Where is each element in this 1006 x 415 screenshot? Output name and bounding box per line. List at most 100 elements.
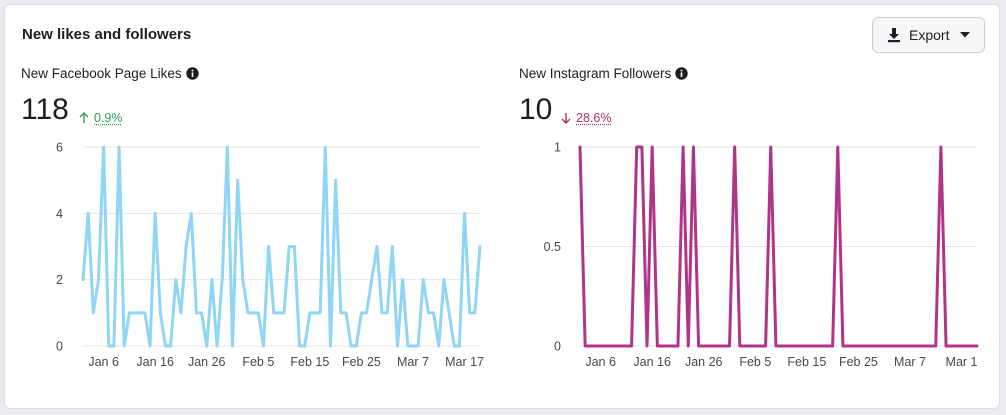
instagram-followers-data-point[interactable] — [655, 344, 660, 349]
instagram-followers-data-point[interactable] — [938, 145, 943, 150]
instagram-followers-data-point[interactable] — [907, 344, 912, 349]
instagram-followers-data-point[interactable] — [645, 344, 650, 349]
instagram-followers-data-point[interactable] — [603, 344, 608, 349]
instagram-followers-data-point[interactable] — [835, 145, 840, 150]
instagram-followers-data-point[interactable] — [954, 344, 959, 349]
instagram-followers-data-point[interactable] — [851, 344, 856, 349]
info-icon[interactable] — [185, 67, 199, 80]
instagram-followers-data-point[interactable] — [794, 344, 799, 349]
instagram-followers-data-point[interactable] — [975, 344, 980, 349]
instagram-followers-data-point[interactable] — [742, 344, 747, 349]
instagram-followers-data-point[interactable] — [866, 344, 871, 349]
instagram-followers-data-point[interactable] — [768, 145, 773, 150]
instagram-followers-data-point[interactable] — [773, 344, 778, 349]
facebook-likes-x-tick-label: Jan 16 — [136, 355, 174, 369]
arrow-down-icon — [561, 112, 571, 124]
instagram-followers-x-tick-label: Jan 6 — [585, 355, 616, 369]
instagram-followers-data-point[interactable] — [717, 344, 722, 349]
instagram-followers-data-point[interactable] — [830, 344, 835, 349]
facebook-likes-y-tick-label: 0 — [56, 340, 63, 354]
instagram-followers-data-point[interactable] — [748, 344, 753, 349]
instagram-followers-data-point[interactable] — [856, 344, 861, 349]
instagram-followers-data-point[interactable] — [593, 344, 598, 349]
instagram-followers-data-point[interactable] — [804, 344, 809, 349]
instagram-followers-data-point[interactable] — [789, 344, 794, 349]
instagram-followers-data-point[interactable] — [882, 344, 887, 349]
instagram-followers-data-point[interactable] — [846, 344, 851, 349]
facebook-likes-delta[interactable]: 0.9% — [79, 111, 123, 125]
instagram-followers-data-point[interactable] — [686, 344, 691, 349]
instagram-followers-series-line[interactable] — [578, 145, 979, 348]
likes-followers-card: New likes and followers Export New Faceb… — [4, 4, 1000, 409]
instagram-followers-data-point[interactable] — [923, 344, 928, 349]
instagram-followers-data-point[interactable] — [815, 344, 820, 349]
arrow-up-icon — [79, 112, 89, 124]
instagram-followers-data-point[interactable] — [758, 344, 763, 349]
instagram-followers-x-tick-label: Feb 25 — [839, 355, 878, 369]
info-icon[interactable] — [675, 67, 688, 80]
instagram-followers-data-point[interactable] — [897, 344, 902, 349]
instagram-followers-data-point[interactable] — [691, 145, 696, 150]
instagram-followers-data-point[interactable] — [727, 344, 732, 349]
card-title: New likes and followers — [22, 26, 192, 43]
instagram-followers-data-point[interactable] — [670, 344, 675, 349]
instagram-followers-data-point[interactable] — [887, 344, 892, 349]
instagram-followers-data-point[interactable] — [892, 344, 897, 349]
instagram-followers-data-point[interactable] — [598, 344, 603, 349]
instagram-followers-chart: 0 0.5 1 Jan 6 Jan 16 Jan 26 Feb 5 Feb 15 Feb 25 M… — [544, 141, 980, 369]
instagram-followers-data-point[interactable] — [722, 344, 727, 349]
instagram-followers-x-tick-label: Feb 5 — [739, 355, 771, 369]
instagram-followers-data-point[interactable] — [706, 344, 711, 349]
facebook-likes-series-line[interactable] — [81, 145, 482, 348]
instagram-followers-data-point[interactable] — [634, 145, 639, 150]
instagram-followers-data-point[interactable] — [696, 344, 701, 349]
instagram-followers-data-point[interactable] — [650, 145, 655, 150]
instagram-followers-data-point[interactable] — [660, 344, 665, 349]
instagram-followers-data-point[interactable] — [737, 344, 742, 349]
instagram-followers-data-point[interactable] — [753, 344, 758, 349]
instagram-followers-data-point[interactable] — [681, 145, 686, 150]
instagram-followers-data-point[interactable] — [701, 344, 706, 349]
instagram-followers-x-tick-label: Jan 26 — [685, 355, 723, 369]
instagram-followers-data-point[interactable] — [959, 344, 964, 349]
instagram-followers-data-point[interactable] — [588, 344, 593, 349]
instagram-followers-data-point[interactable] — [675, 344, 680, 349]
instagram-followers-title: New Instagram Followers — [519, 66, 688, 81]
instagram-followers-data-point[interactable] — [629, 344, 634, 349]
instagram-followers-data-point[interactable] — [913, 344, 918, 349]
facebook-likes-total: 118 — [21, 93, 69, 126]
instagram-followers-data-point[interactable] — [825, 344, 830, 349]
instagram-followers-data-point[interactable] — [902, 344, 907, 349]
instagram-followers-data-point[interactable] — [799, 344, 804, 349]
instagram-followers-data-point[interactable] — [583, 344, 588, 349]
instagram-followers-data-point[interactable] — [608, 344, 613, 349]
facebook-likes-x-tick-label: Mar 7 — [397, 355, 429, 369]
instagram-followers-data-point[interactable] — [933, 344, 938, 349]
instagram-followers-data-point[interactable] — [871, 344, 876, 349]
instagram-followers-data-point[interactable] — [840, 344, 845, 349]
instagram-followers-delta-value: 28.6% — [576, 111, 612, 125]
instagram-followers-data-point[interactable] — [763, 344, 768, 349]
instagram-followers-data-point[interactable] — [969, 344, 974, 349]
instagram-followers-delta[interactable]: 28.6% — [561, 111, 611, 125]
instagram-followers-data-point[interactable] — [820, 344, 825, 349]
instagram-followers-data-point[interactable] — [578, 145, 583, 150]
instagram-followers-data-point[interactable] — [944, 344, 949, 349]
instagram-followers-data-point[interactable] — [928, 344, 933, 349]
instagram-followers-data-point[interactable] — [624, 344, 629, 349]
instagram-followers-data-point[interactable] — [779, 344, 784, 349]
export-button[interactable]: Export — [872, 17, 985, 53]
instagram-followers-data-point[interactable] — [810, 344, 815, 349]
instagram-followers-data-point[interactable] — [784, 344, 789, 349]
instagram-followers-data-point[interactable] — [614, 344, 619, 349]
instagram-followers-data-point[interactable] — [619, 344, 624, 349]
instagram-followers-data-point[interactable] — [877, 344, 882, 349]
instagram-followers-data-point[interactable] — [639, 145, 644, 150]
instagram-followers-data-point[interactable] — [964, 344, 969, 349]
instagram-followers-data-point[interactable] — [918, 344, 923, 349]
instagram-followers-data-point[interactable] — [665, 344, 670, 349]
instagram-followers-data-point[interactable] — [712, 344, 717, 349]
instagram-followers-data-point[interactable] — [861, 344, 866, 349]
instagram-followers-data-point[interactable] — [949, 344, 954, 349]
instagram-followers-data-point[interactable] — [732, 145, 737, 150]
